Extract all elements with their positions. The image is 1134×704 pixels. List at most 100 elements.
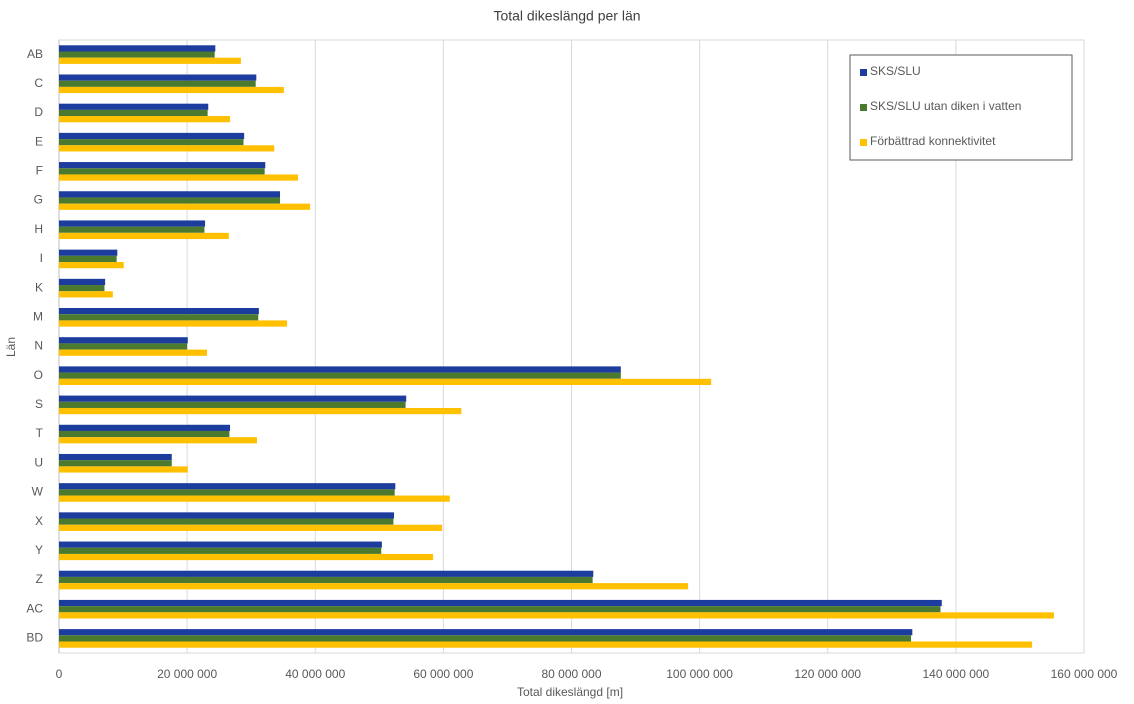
bar bbox=[59, 576, 593, 584]
bar bbox=[59, 570, 594, 577]
legend-marker bbox=[860, 139, 867, 146]
bar bbox=[59, 512, 395, 519]
bar bbox=[59, 343, 188, 350]
bar bbox=[59, 255, 117, 263]
bar bbox=[59, 226, 205, 233]
y-tick-label: D bbox=[34, 105, 43, 119]
bar bbox=[59, 132, 245, 140]
bar bbox=[59, 641, 1033, 648]
y-tick-label: H bbox=[34, 222, 43, 236]
legend-marker bbox=[860, 69, 867, 76]
y-tick-label: AB bbox=[27, 47, 43, 61]
bar bbox=[59, 278, 106, 286]
x-tick-label: 120 000 000 bbox=[794, 667, 861, 681]
y-tick-label: U bbox=[34, 455, 43, 469]
bar bbox=[59, 80, 256, 87]
bar bbox=[59, 453, 172, 461]
bar bbox=[59, 262, 124, 269]
y-tick-label: BD bbox=[26, 631, 43, 645]
bar bbox=[59, 86, 284, 94]
bar bbox=[59, 395, 407, 402]
legend-box bbox=[849, 54, 1073, 161]
bar bbox=[59, 197, 281, 204]
bar bbox=[59, 45, 216, 52]
bar bbox=[59, 103, 209, 110]
bar bbox=[59, 430, 230, 438]
bar bbox=[59, 547, 382, 554]
y-tick-label: F bbox=[36, 164, 43, 178]
bar bbox=[59, 541, 382, 548]
bar bbox=[59, 378, 712, 385]
bar bbox=[59, 116, 231, 123]
legend-marker bbox=[860, 104, 867, 111]
y-tick-label: C bbox=[34, 76, 43, 90]
legend-label: SKS/SLU utan diken i vatten bbox=[870, 99, 1021, 113]
bar bbox=[59, 220, 206, 227]
y-tick-label: K bbox=[35, 280, 43, 294]
bar bbox=[59, 599, 942, 607]
bar bbox=[59, 232, 229, 240]
bar bbox=[59, 320, 288, 327]
bar bbox=[59, 109, 208, 117]
bar bbox=[59, 612, 1054, 619]
legend-label: Förbättrad konnektivitet bbox=[870, 134, 996, 148]
bar bbox=[59, 483, 396, 490]
x-tick-label: 60 000 000 bbox=[413, 667, 473, 681]
x-tick-label: 140 000 000 bbox=[923, 667, 990, 681]
y-tick-label: I bbox=[40, 251, 43, 265]
bar bbox=[59, 460, 172, 467]
bar bbox=[59, 168, 265, 175]
bar bbox=[59, 337, 188, 344]
x-tick-label: 160 000 000 bbox=[1051, 667, 1118, 681]
y-tick-label: O bbox=[34, 368, 43, 382]
bar bbox=[59, 291, 113, 298]
y-tick-label: S bbox=[35, 397, 43, 411]
x-tick-label: 80 000 000 bbox=[541, 667, 601, 681]
y-tick-label: T bbox=[36, 426, 44, 440]
y-tick-label: W bbox=[32, 485, 44, 499]
bar bbox=[59, 203, 311, 210]
bar bbox=[59, 407, 462, 415]
x-tick-label: 100 000 000 bbox=[666, 667, 733, 681]
bar bbox=[59, 349, 207, 356]
y-tick-label: Y bbox=[35, 543, 43, 557]
bar bbox=[59, 629, 913, 636]
bar bbox=[59, 57, 241, 64]
y-tick-label: E bbox=[35, 134, 43, 148]
y-tick-label: M bbox=[33, 309, 43, 323]
y-tick-label: N bbox=[34, 339, 43, 353]
chart-title: Total dikeslängd per län bbox=[493, 8, 640, 24]
bar bbox=[59, 162, 266, 169]
x-axis-label: Total dikeslängd [m] bbox=[517, 685, 623, 699]
bar bbox=[59, 518, 394, 525]
bar bbox=[59, 635, 912, 642]
bar bbox=[59, 285, 105, 292]
bar bbox=[59, 606, 941, 613]
bar bbox=[59, 437, 257, 444]
bar bbox=[59, 489, 395, 496]
y-axis-label: Län bbox=[4, 337, 18, 357]
bar bbox=[59, 366, 621, 373]
legend-label: SKS/SLU bbox=[870, 64, 921, 78]
bar bbox=[59, 191, 281, 198]
bar bbox=[59, 74, 257, 81]
y-tick-label: X bbox=[35, 514, 43, 528]
bar bbox=[59, 424, 231, 431]
bar bbox=[59, 308, 259, 315]
bar bbox=[59, 401, 406, 408]
x-tick-label: 0 bbox=[56, 667, 63, 681]
bar bbox=[59, 249, 118, 256]
y-tick-label: Z bbox=[36, 572, 43, 586]
bar bbox=[59, 495, 450, 502]
bar bbox=[59, 372, 621, 379]
bar bbox=[59, 145, 275, 152]
x-tick-label: 20 000 000 bbox=[157, 667, 217, 681]
bar bbox=[59, 314, 259, 321]
y-tick-label: AC bbox=[26, 601, 43, 615]
y-tick-label: G bbox=[34, 193, 43, 207]
bar bbox=[59, 51, 215, 58]
bar bbox=[59, 466, 188, 473]
bar bbox=[59, 139, 244, 146]
bar bbox=[59, 524, 443, 531]
